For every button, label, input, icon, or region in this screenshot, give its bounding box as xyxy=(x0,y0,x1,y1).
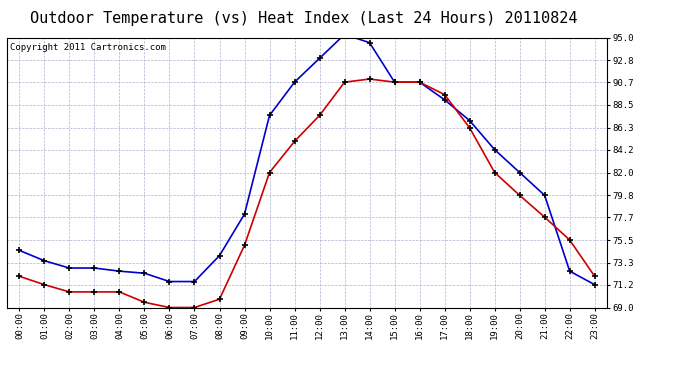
Text: Outdoor Temperature (vs) Heat Index (Last 24 Hours) 20110824: Outdoor Temperature (vs) Heat Index (Las… xyxy=(30,11,578,26)
Text: Copyright 2011 Cartronics.com: Copyright 2011 Cartronics.com xyxy=(10,43,166,52)
